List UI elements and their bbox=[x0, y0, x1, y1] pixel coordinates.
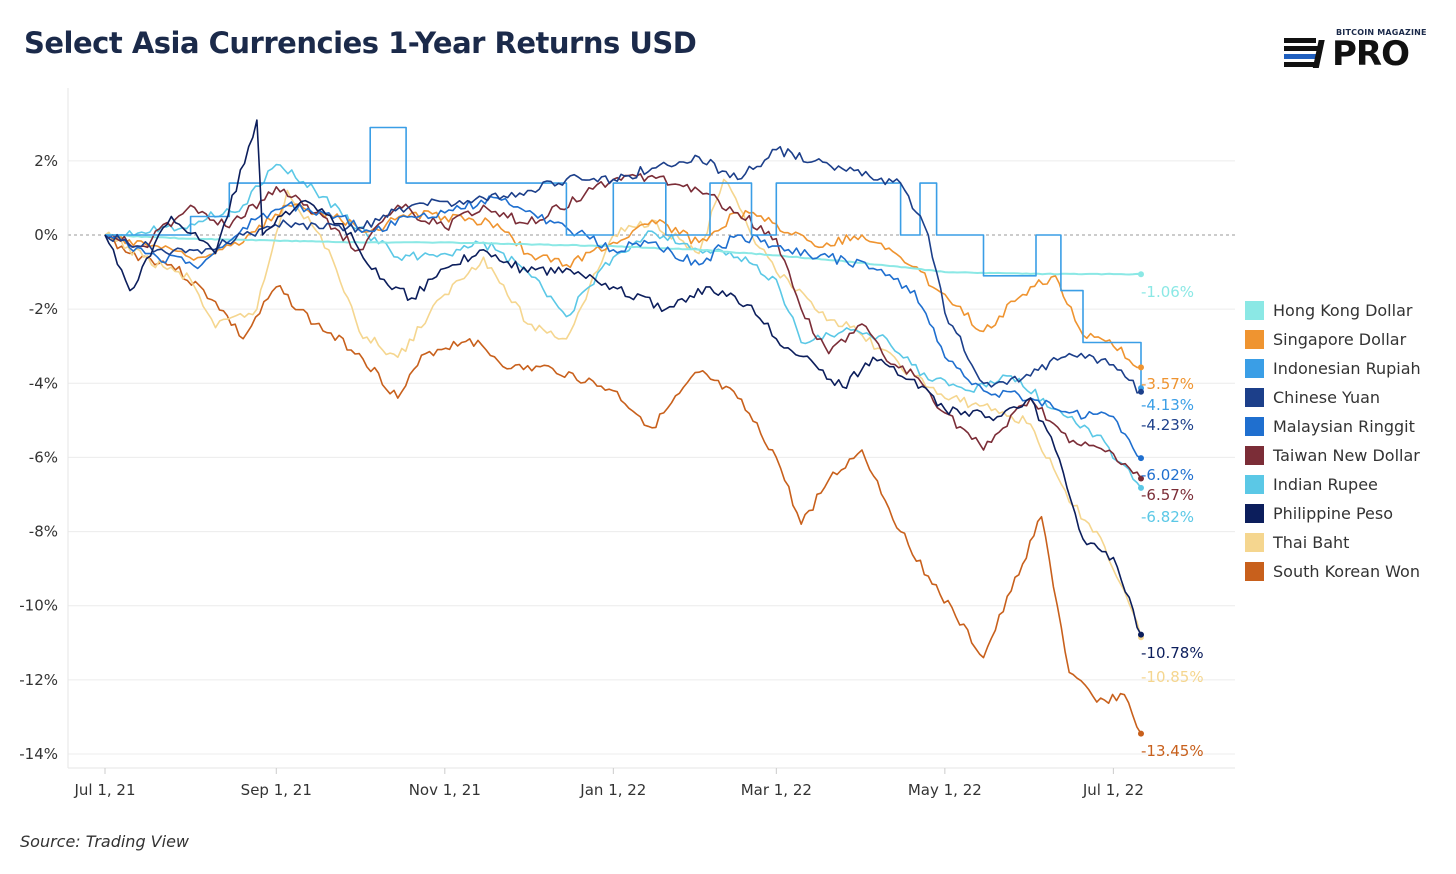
series-line-thai-baht bbox=[104, 178, 1142, 638]
legend-item: Thai Baht bbox=[1245, 528, 1421, 557]
chart-title: Select Asia Currencies 1-Year Returns US… bbox=[24, 26, 697, 60]
legend-label: Singapore Dollar bbox=[1273, 330, 1407, 349]
line-chart: 2% 0% -2% -4% -6% -8% -10% -12% -14% Jul 1, 21 Se… bbox=[19, 88, 1235, 799]
series-endpoint bbox=[1138, 271, 1144, 278]
y-tick-label: 0% bbox=[34, 226, 58, 244]
end-value-label: -10.85% bbox=[1141, 668, 1204, 686]
legend-label: South Korean Won bbox=[1273, 562, 1420, 581]
legend-item: Chinese Yuan bbox=[1245, 383, 1421, 412]
legend-item: Singapore Dollar bbox=[1245, 325, 1421, 354]
end-value-label: -6.02% bbox=[1141, 466, 1194, 484]
y-tick-label: -8% bbox=[29, 523, 58, 541]
legend-label: Thai Baht bbox=[1273, 533, 1350, 552]
logo-top-text: BITCOIN MAGAZINE bbox=[1336, 28, 1427, 37]
end-value-label: -1.06% bbox=[1141, 283, 1194, 301]
legend-swatch bbox=[1245, 330, 1264, 349]
y-tick-label: -6% bbox=[29, 448, 58, 466]
source-note: Source: Trading View bbox=[20, 832, 189, 851]
end-value-label: -6.57% bbox=[1141, 486, 1194, 504]
legend-swatch bbox=[1245, 301, 1264, 320]
series-line-philippine-peso bbox=[104, 119, 1142, 635]
legend-swatch bbox=[1245, 417, 1264, 436]
logo-bars-icon bbox=[1284, 38, 1325, 68]
y-tick-label: -12% bbox=[19, 671, 58, 689]
legend-item: Malaysian Ringgit bbox=[1245, 412, 1421, 441]
series-endpoint bbox=[1138, 475, 1144, 482]
series-endpoint bbox=[1138, 631, 1144, 638]
legend-label: Taiwan New Dollar bbox=[1273, 446, 1420, 465]
y-tick-label: 2% bbox=[34, 152, 58, 170]
x-tick-label: May 1, 22 bbox=[908, 781, 982, 799]
series-endpoint bbox=[1138, 730, 1144, 737]
series-line-hong-kong-dollar bbox=[104, 233, 1142, 276]
legend-item: Hong Kong Dollar bbox=[1245, 296, 1421, 325]
end-value-label: -4.23% bbox=[1141, 416, 1194, 434]
legend-label: Indian Rupee bbox=[1273, 475, 1378, 494]
legend-label: Philippine Peso bbox=[1273, 504, 1393, 523]
legend-label: Chinese Yuan bbox=[1273, 388, 1381, 407]
legend-swatch bbox=[1245, 446, 1264, 465]
y-tick-label: -4% bbox=[29, 374, 58, 392]
chart-legend: Hong Kong Dollar Singapore Dollar Indonesi… bbox=[1245, 296, 1421, 586]
series-endpoint bbox=[1138, 484, 1144, 491]
legend-swatch bbox=[1245, 359, 1264, 378]
x-tick-label: Mar 1, 22 bbox=[741, 781, 812, 799]
y-tick-label: -2% bbox=[29, 300, 58, 318]
series-endpoint bbox=[1138, 455, 1144, 462]
legend-label: Indonesian Rupiah bbox=[1273, 359, 1421, 378]
y-axis: 2% 0% -2% -4% -6% -8% -10% -12% -14% bbox=[19, 152, 58, 763]
x-tick-label: Sep 1, 21 bbox=[241, 781, 312, 799]
brand-logo: BITCOIN MAGAZINE PRO bbox=[1282, 28, 1432, 74]
x-axis: Jul 1, 21 Sep 1, 21 Nov 1, 21 Jan 1, 22 Mar … bbox=[73, 768, 1144, 799]
end-value-label: -3.57% bbox=[1141, 375, 1194, 393]
legend-swatch bbox=[1245, 533, 1264, 552]
end-value-label: -4.13% bbox=[1141, 396, 1194, 414]
series-line-singapore-dollar bbox=[104, 203, 1142, 369]
end-value-label: -6.82% bbox=[1141, 508, 1194, 526]
legend-swatch bbox=[1245, 388, 1264, 407]
legend-swatch bbox=[1245, 562, 1264, 581]
legend-swatch bbox=[1245, 475, 1264, 494]
x-tick-label: Jul 1, 21 bbox=[73, 781, 135, 799]
series-line-taiwan-new-dollar bbox=[104, 173, 1142, 480]
series-line-chinese-yuan bbox=[104, 145, 1142, 394]
legend-item: Taiwan New Dollar bbox=[1245, 441, 1421, 470]
legend-item: South Korean Won bbox=[1245, 557, 1421, 586]
series-line-south-korean-won bbox=[104, 234, 1142, 735]
series-line-indonesian-rupiah bbox=[105, 126, 1142, 389]
series-lines bbox=[104, 119, 1142, 735]
series-line-indian-rupee bbox=[104, 163, 1142, 489]
series-endpoint bbox=[1138, 364, 1144, 371]
legend-item: Philippine Peso bbox=[1245, 499, 1421, 528]
legend-swatch bbox=[1245, 504, 1264, 523]
end-value-label: -13.45% bbox=[1141, 742, 1204, 760]
y-tick-label: -10% bbox=[19, 597, 58, 615]
y-tick-label: -14% bbox=[19, 745, 58, 763]
logo-main-text: PRO bbox=[1332, 34, 1410, 74]
legend-label: Malaysian Ringgit bbox=[1273, 417, 1415, 436]
end-value-label: -10.78% bbox=[1141, 644, 1204, 662]
x-tick-label: Jan 1, 22 bbox=[579, 781, 646, 799]
x-tick-label: Jul 1, 22 bbox=[1082, 781, 1144, 799]
legend-label: Hong Kong Dollar bbox=[1273, 301, 1413, 320]
legend-item: Indian Rupee bbox=[1245, 470, 1421, 499]
series-endpoints: -1.06% -3.57% -4.13% -4.23% -6.02% -6.57% -6.8… bbox=[1138, 271, 1204, 760]
series-endpoint bbox=[1138, 388, 1144, 395]
series-line-malaysian-ringgit bbox=[104, 195, 1142, 459]
x-tick-label: Nov 1, 21 bbox=[409, 781, 481, 799]
legend-item: Indonesian Rupiah bbox=[1245, 354, 1421, 383]
